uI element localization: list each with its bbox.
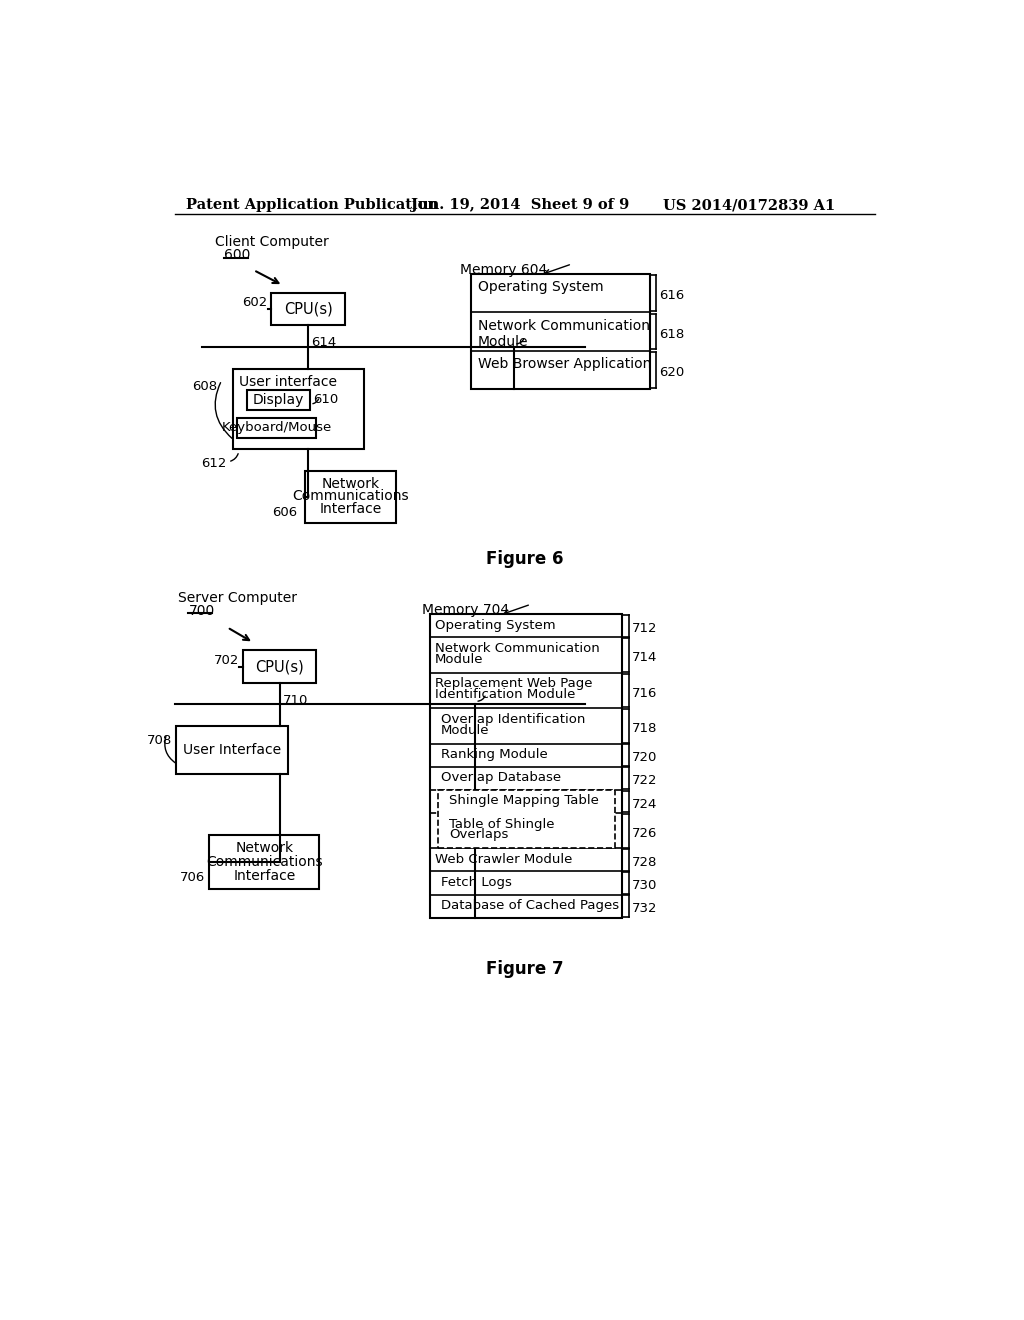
Text: Interface: Interface [319,502,382,516]
Text: Overlap Identification: Overlap Identification [441,713,586,726]
Bar [209,836,319,890]
Text: Module: Module [435,653,483,665]
Text: Network: Network [322,478,380,491]
Text: Operating System: Operating System [435,619,556,631]
Bar [430,614,623,917]
Text: Keyboard/Mouse: Keyboard/Mouse [221,421,332,434]
Text: 716: 716 [632,686,657,700]
Text: Web Crawler Module: Web Crawler Module [435,853,572,866]
Bar [305,471,396,524]
Text: 724: 724 [632,797,657,810]
Text: Communications: Communications [206,855,323,870]
Text: 606: 606 [271,507,297,520]
Text: 728: 728 [632,857,657,869]
Text: 620: 620 [658,367,684,379]
Text: User interface: User interface [239,375,337,389]
Text: 726: 726 [632,826,657,840]
Text: Database of Cached Pages: Database of Cached Pages [441,899,620,912]
Text: Figure 6: Figure 6 [486,550,563,569]
Bar [243,651,316,682]
Text: Display: Display [253,393,304,407]
Text: 706: 706 [180,871,206,884]
Text: 730: 730 [632,879,657,892]
Text: Overlap Database: Overlap Database [441,771,561,784]
Text: US 2014/0172839 A1: US 2014/0172839 A1 [663,198,835,213]
Text: Network: Network [236,841,294,855]
Text: 720: 720 [632,751,657,764]
Text: Identification Module: Identification Module [435,688,575,701]
Text: Web Browser Application: Web Browser Application [477,358,651,371]
Text: CPU(s): CPU(s) [255,659,304,675]
Text: Network Communication: Network Communication [435,642,600,655]
Bar [176,726,289,774]
Text: Ranking Module: Ranking Module [441,748,548,760]
Text: 718: 718 [632,722,657,735]
Bar [232,368,365,449]
Text: Overlaps: Overlaps [449,829,508,841]
Text: Replacement Web Page: Replacement Web Page [435,677,593,690]
Text: 616: 616 [658,289,684,302]
Text: 708: 708 [146,734,172,747]
Text: Module: Module [441,723,489,737]
Text: Table of Shingle: Table of Shingle [449,817,554,830]
Text: 722: 722 [632,775,657,788]
Text: Memory 704: Memory 704 [423,603,510,618]
Text: 712: 712 [632,622,657,635]
Text: Client Computer: Client Computer [215,235,329,249]
Text: Operating System: Operating System [477,280,603,294]
Text: Memory 604: Memory 604 [460,263,547,277]
Text: Patent Application Publication: Patent Application Publication [186,198,438,213]
Text: Interface: Interface [233,869,296,883]
Bar [238,418,316,438]
Text: 600: 600 [224,248,251,263]
Text: 732: 732 [632,903,657,915]
Text: 710: 710 [283,693,308,706]
Text: 602: 602 [243,296,267,309]
Text: 612: 612 [201,457,226,470]
Text: 700: 700 [188,605,215,618]
Text: Communications: Communications [292,490,409,503]
Text: 608: 608 [193,380,217,393]
Bar [471,275,649,389]
Text: 614: 614 [311,337,337,350]
Text: 618: 618 [658,327,684,341]
Text: 714: 714 [632,651,657,664]
Text: Jun. 19, 2014  Sheet 9 of 9: Jun. 19, 2014 Sheet 9 of 9 [411,198,629,213]
Text: Shingle Mapping Table: Shingle Mapping Table [449,795,599,807]
Text: 610: 610 [313,393,339,407]
Bar [271,293,345,326]
Text: Server Computer: Server Computer [178,591,297,605]
Text: Fetch Logs: Fetch Logs [441,875,512,888]
Bar [247,391,310,411]
Text: Network Communication
Module: Network Communication Module [477,318,649,348]
Text: CPU(s): CPU(s) [284,302,333,317]
Text: User Interface: User Interface [183,743,282,756]
Text: Figure 7: Figure 7 [486,960,563,978]
Text: 702: 702 [213,653,239,667]
Bar [438,789,614,849]
